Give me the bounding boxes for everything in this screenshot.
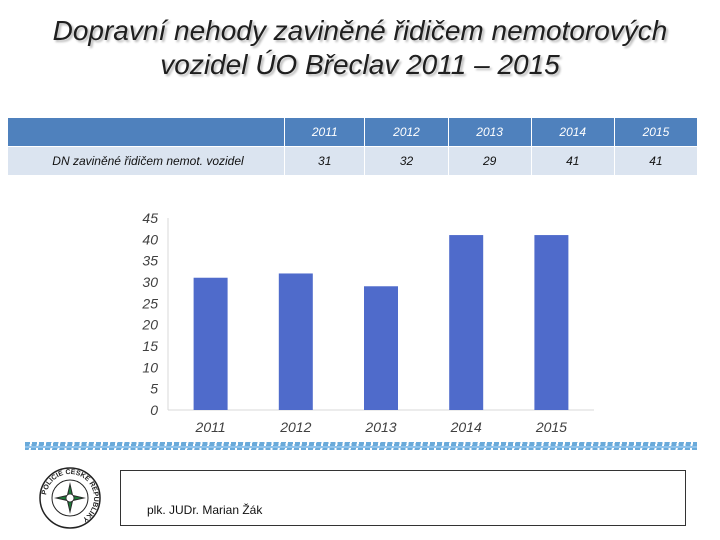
x-tick-label: 2011 xyxy=(195,419,226,435)
title-line-2: vozidel ÚO Břeclav 2011 – 2015 xyxy=(160,49,560,80)
x-tick-label: 2015 xyxy=(535,419,567,435)
table-header-corner xyxy=(8,118,285,146)
table-header-year: 2014 xyxy=(531,118,615,146)
footer-box: plk. JUDr. Marian Žák xyxy=(120,470,686,526)
x-tick-label: 2013 xyxy=(364,419,396,435)
table-row-label: DN zaviněné řidičem nemot. vozidel xyxy=(8,146,285,175)
bar xyxy=(449,235,484,410)
table-header-year: 2015 xyxy=(614,118,698,146)
table-header-year: 2011 xyxy=(285,118,366,146)
bar xyxy=(364,286,398,410)
table-cell: 29 xyxy=(448,146,532,175)
table-header-year: 2013 xyxy=(448,118,532,146)
table-cell: 32 xyxy=(365,146,449,175)
table-row: DN zaviněné řidičem nemot. vozidel 31 32… xyxy=(8,146,698,175)
y-tick-label: 5 xyxy=(150,381,158,397)
y-tick-label: 20 xyxy=(141,317,158,333)
table-cell: 41 xyxy=(531,146,615,175)
table-cell: 31 xyxy=(285,146,366,175)
slide-title: Dopravní nehody zaviněné řidičem nemotor… xyxy=(0,14,720,82)
y-tick-label: 10 xyxy=(142,359,158,375)
table-header-year: 2012 xyxy=(365,118,449,146)
bar xyxy=(193,277,228,410)
y-tick-label: 0 xyxy=(150,402,158,418)
title-line-1: Dopravní nehody zaviněné řidičem nemotor… xyxy=(52,15,668,46)
footer-author: plk. JUDr. Marian Žák xyxy=(147,503,263,517)
police-logo-icon: POLICIE ČESKÉ REPUBLIKY xyxy=(39,467,101,529)
bar xyxy=(534,235,569,410)
table-cell: 41 xyxy=(614,146,698,175)
x-tick-label: 2014 xyxy=(450,419,482,435)
data-table: 2011 2012 2013 2014 2015 DN zaviněné řid… xyxy=(8,118,698,175)
y-tick-label: 40 xyxy=(142,231,158,247)
y-tick-label: 15 xyxy=(142,338,158,354)
table-header-row: 2011 2012 2013 2014 2015 xyxy=(8,118,698,146)
x-tick-label: 2012 xyxy=(279,419,311,435)
decorative-stripe-line xyxy=(25,446,697,448)
y-tick-label: 45 xyxy=(142,210,158,226)
y-tick-label: 35 xyxy=(142,253,158,269)
bar xyxy=(278,273,313,410)
y-tick-label: 25 xyxy=(141,295,158,311)
y-tick-label: 30 xyxy=(142,274,158,290)
